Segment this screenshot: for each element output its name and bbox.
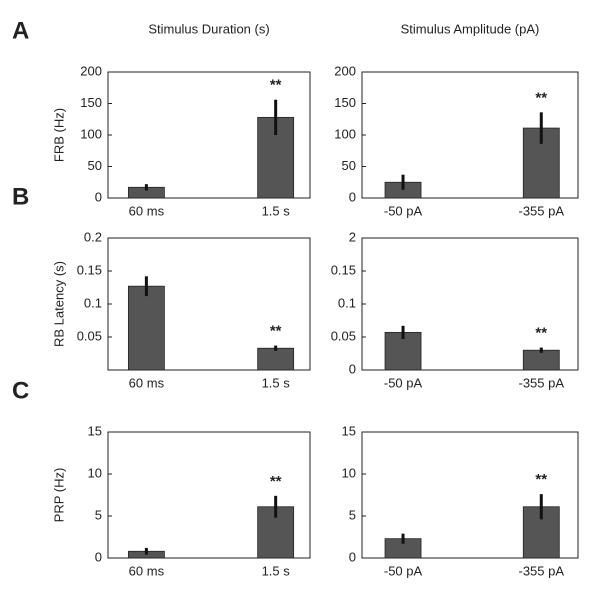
y-tick-label: 15 xyxy=(342,423,356,438)
y-tick-label: 10 xyxy=(88,465,102,480)
significance-mark: ** xyxy=(270,473,282,490)
significance-mark: ** xyxy=(535,325,547,342)
y-tick-label: 100 xyxy=(80,126,102,141)
y-tick-label: 0.1 xyxy=(338,295,356,310)
x-tick-label: 60 ms xyxy=(129,203,165,218)
y-tick-label: 50 xyxy=(342,158,356,173)
significance-mark: ** xyxy=(270,323,282,340)
x-tick-label: 1.5 s xyxy=(262,203,291,218)
y-tick-label: 200 xyxy=(334,63,356,78)
bar xyxy=(257,347,295,371)
x-tick-label: 60 ms xyxy=(129,563,165,578)
bar xyxy=(127,285,165,371)
significance-mark: ** xyxy=(535,89,547,106)
bar xyxy=(522,349,560,371)
panel-letter: B xyxy=(12,183,29,210)
y-tick-label: 2 xyxy=(349,229,356,244)
y-tick-label: 0.1 xyxy=(84,295,102,310)
y-tick-label: 0.05 xyxy=(331,328,356,343)
x-tick-label: 1.5 s xyxy=(262,375,291,390)
x-tick-label: 1.5 s xyxy=(262,563,291,578)
y-tick-label: 0 xyxy=(349,549,356,564)
y-tick-label: 10 xyxy=(342,465,356,480)
y-tick-label: 150 xyxy=(80,95,102,110)
axes-box xyxy=(107,431,311,559)
y-tick-label: 15 xyxy=(88,423,102,438)
x-tick-label: -50 pA xyxy=(384,375,423,390)
y-axis-label: RB Latency (s) xyxy=(51,261,66,347)
y-tick-label: 0.15 xyxy=(331,262,356,277)
y-tick-label: 5 xyxy=(95,507,102,522)
x-tick-label: -355 pA xyxy=(519,203,565,218)
axes-box xyxy=(361,431,579,559)
y-axis-label: PRP (Hz) xyxy=(51,468,66,523)
y-tick-label: 0 xyxy=(349,361,356,376)
y-tick-label: 0 xyxy=(95,549,102,564)
significance-mark: ** xyxy=(270,77,282,94)
y-tick-label: 0 xyxy=(349,189,356,204)
x-tick-label: -50 pA xyxy=(384,563,423,578)
y-tick-label: 200 xyxy=(80,63,102,78)
y-tick-label: 0 xyxy=(95,189,102,204)
x-tick-label: 60 ms xyxy=(129,375,165,390)
y-tick-label: 0.15 xyxy=(77,262,102,277)
y-tick-label: 50 xyxy=(88,158,102,173)
panel-letter: A xyxy=(12,17,29,44)
y-axis-label: FRB (Hz) xyxy=(51,108,66,162)
x-tick-label: -355 pA xyxy=(519,375,565,390)
x-tick-label: -50 pA xyxy=(384,203,423,218)
bar xyxy=(522,127,560,199)
significance-mark: ** xyxy=(535,471,547,488)
y-tick-label: 150 xyxy=(334,95,356,110)
y-tick-label: 100 xyxy=(334,126,356,141)
column-title: Stimulus Amplitude (pA) xyxy=(401,21,540,36)
x-tick-label: -355 pA xyxy=(519,563,565,578)
y-tick-label: 5 xyxy=(349,507,356,522)
y-tick-label: 0.2 xyxy=(84,229,102,244)
column-title: Stimulus Duration (s) xyxy=(148,21,269,36)
panel-letter: C xyxy=(12,377,29,404)
y-tick-label: 0.05 xyxy=(77,328,102,343)
